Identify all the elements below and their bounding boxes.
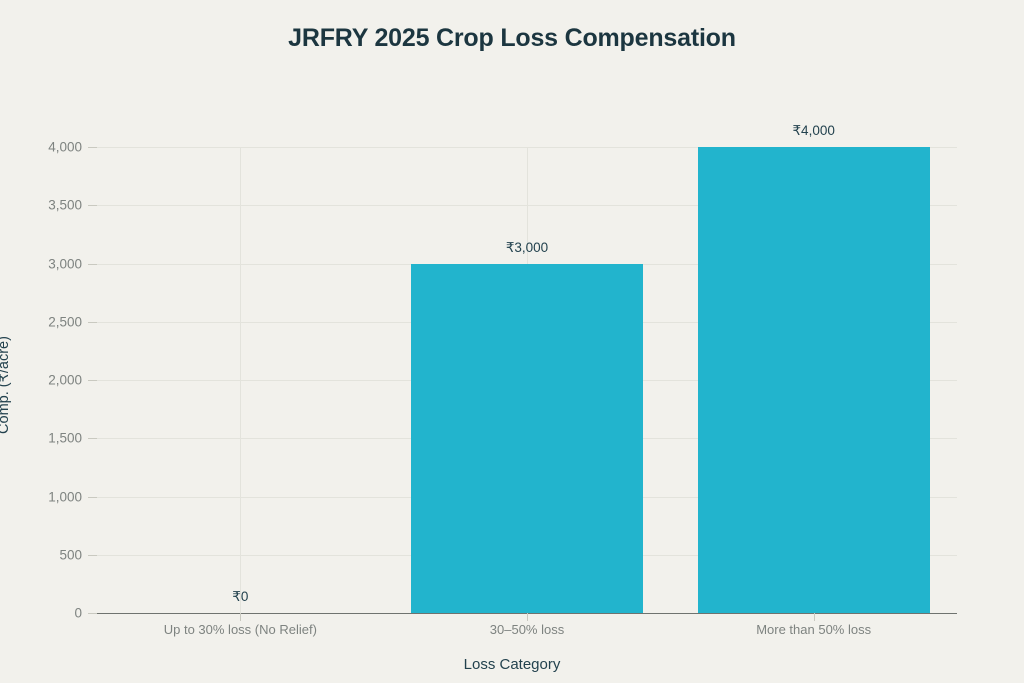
bar[interactable] — [410, 263, 644, 613]
x-axis-tick-mark — [527, 613, 528, 621]
y-axis-tick-label: 3,000 — [48, 256, 82, 271]
y-axis-tick-label: 4,000 — [48, 139, 82, 155]
y-axis-tick-label: 2,500 — [48, 314, 82, 330]
y-axis-tick-mark — [88, 205, 97, 207]
y-axis-tick-mark — [88, 263, 97, 265]
x-axis-tick-mark — [240, 613, 241, 621]
y-axis-title-wrapper: Comp. (₹/acre) — [0, 40, 18, 434]
bar[interactable] — [697, 147, 930, 613]
y-axis-tick-mark — [88, 613, 97, 614]
x-axis-tick-label: Up to 30% loss (No Relief) — [163, 622, 317, 637]
y-axis-tick-mark — [88, 147, 97, 148]
y-axis-tick-label: 1,500 — [48, 430, 82, 446]
y-axis-tick-label: 2,000 — [48, 372, 82, 388]
x-axis-tick-label: 30–50% loss — [489, 622, 565, 637]
y-axis-tick-label: 0 — [74, 605, 82, 621]
y-axis-tick-mark — [88, 380, 97, 381]
x-axis-tick-mark — [814, 613, 815, 621]
x-axis-title: Loss Category — [463, 656, 561, 673]
y-axis-title: Comp. (₹/acre) — [0, 336, 12, 434]
bar-value-label: ₹3,000 — [505, 239, 549, 255]
y-axis-tick-mark — [88, 321, 97, 323]
y-axis-tick-labels: 0 500 1,000 1,500 2,000 2,500 3,000 3,500 4,000 — [0, 0, 82, 683]
y-axis-tick-mark — [88, 496, 97, 498]
y-axis-tick-label: 500 — [59, 547, 82, 563]
x-gridline — [240, 147, 241, 613]
x-axis-tick-label: More than 50% loss — [756, 622, 872, 637]
chart-title: JRFRY 2025 Crop Loss Compensation — [288, 24, 736, 52]
bar-value-label: ₹0 — [232, 589, 249, 604]
y-axis-tick-mark — [88, 438, 97, 440]
y-axis-tick-label: 3,500 — [48, 197, 82, 213]
y-axis-tick-mark — [88, 554, 97, 556]
plot-area: ₹0 ₹3,000 ₹4,000 — [97, 123, 957, 614]
bar-value-label: ₹4,000 — [792, 123, 835, 138]
y-axis-tick-label: 1,000 — [48, 489, 82, 504]
